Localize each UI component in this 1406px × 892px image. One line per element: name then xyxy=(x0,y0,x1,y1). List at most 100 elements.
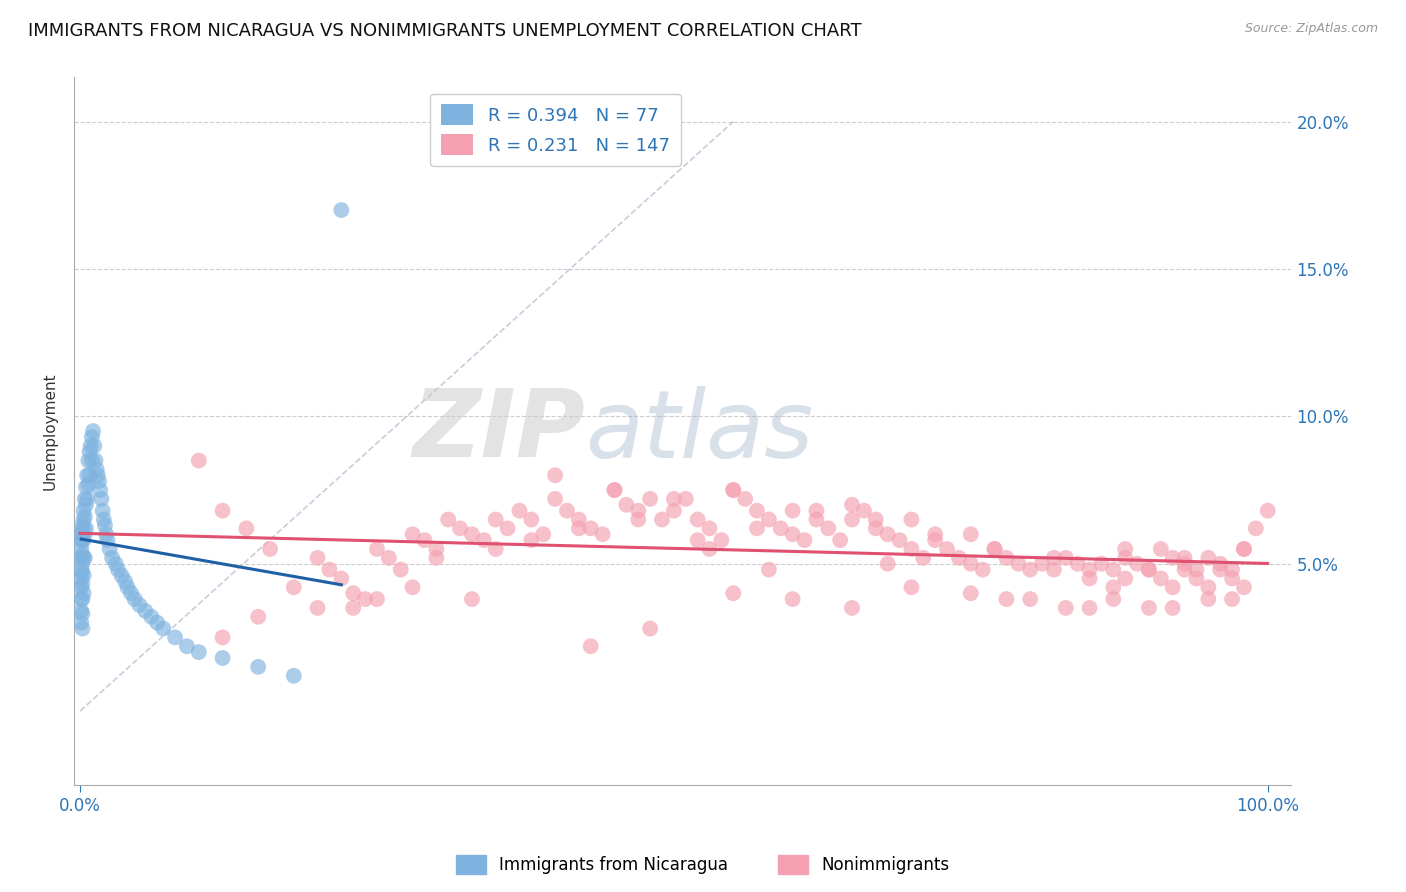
Point xyxy=(425,541,447,556)
Point xyxy=(134,604,156,618)
Point xyxy=(1220,592,1243,607)
Point xyxy=(90,491,112,506)
Point xyxy=(72,592,94,607)
Point xyxy=(101,550,124,565)
Point xyxy=(876,557,898,571)
Point xyxy=(1043,550,1066,565)
Point xyxy=(699,521,721,535)
Point xyxy=(104,557,127,571)
Point xyxy=(782,527,804,541)
Point xyxy=(769,521,792,535)
Point xyxy=(603,483,626,497)
Point xyxy=(924,527,946,541)
Point xyxy=(449,521,471,535)
Point xyxy=(70,604,93,618)
Point xyxy=(983,541,1005,556)
Point xyxy=(247,609,270,624)
Point xyxy=(283,669,305,683)
Point xyxy=(366,592,388,607)
Point xyxy=(72,524,94,539)
Point xyxy=(401,580,423,594)
Point xyxy=(73,527,96,541)
Point xyxy=(651,512,673,526)
Point xyxy=(87,468,110,483)
Point xyxy=(1150,571,1173,585)
Point xyxy=(72,566,94,580)
Point xyxy=(627,504,650,518)
Point xyxy=(508,504,530,518)
Point xyxy=(437,512,460,526)
Point xyxy=(283,580,305,594)
Point xyxy=(1078,563,1101,577)
Point xyxy=(485,512,508,526)
Point xyxy=(401,527,423,541)
Point xyxy=(72,586,94,600)
Point xyxy=(96,533,118,548)
Point xyxy=(959,557,981,571)
Point xyxy=(72,550,94,565)
Point xyxy=(187,453,209,467)
Point xyxy=(1174,563,1197,577)
Point xyxy=(592,527,614,541)
Point xyxy=(1197,550,1219,565)
Point xyxy=(745,521,768,535)
Point xyxy=(1137,601,1160,615)
Point xyxy=(758,512,780,526)
Point xyxy=(638,622,661,636)
Text: ZIP: ZIP xyxy=(412,385,585,477)
Point xyxy=(1054,550,1077,565)
Point xyxy=(948,550,970,565)
Point xyxy=(1078,601,1101,615)
Point xyxy=(389,563,412,577)
Point xyxy=(152,622,174,636)
Point xyxy=(614,498,637,512)
Point xyxy=(806,512,828,526)
Point xyxy=(1185,571,1208,585)
Point xyxy=(1043,563,1066,577)
Point xyxy=(72,512,94,526)
Point xyxy=(1197,592,1219,607)
Point xyxy=(1102,592,1125,607)
Point xyxy=(79,468,101,483)
Point xyxy=(995,550,1018,565)
Point xyxy=(307,550,329,565)
Point xyxy=(247,660,270,674)
Point xyxy=(330,202,353,217)
Point xyxy=(124,592,146,607)
Point xyxy=(579,521,602,535)
Point xyxy=(72,622,94,636)
Point xyxy=(425,550,447,565)
Point xyxy=(1126,557,1149,571)
Point xyxy=(73,550,96,565)
Point xyxy=(900,580,922,594)
Point xyxy=(1209,557,1232,571)
Point xyxy=(1114,550,1136,565)
Point xyxy=(1209,563,1232,577)
Point xyxy=(72,518,94,533)
Point xyxy=(1161,601,1184,615)
Point xyxy=(1161,550,1184,565)
Point xyxy=(662,491,685,506)
Point xyxy=(70,527,93,541)
Point xyxy=(461,527,484,541)
Point xyxy=(86,462,108,476)
Point xyxy=(972,563,994,577)
Point xyxy=(70,541,93,556)
Point xyxy=(330,571,353,585)
Point xyxy=(841,601,863,615)
Point xyxy=(995,592,1018,607)
Point xyxy=(72,568,94,582)
Point xyxy=(900,512,922,526)
Point xyxy=(675,491,697,506)
Point xyxy=(782,592,804,607)
Point xyxy=(1090,557,1112,571)
Point xyxy=(1066,557,1088,571)
Point xyxy=(1114,571,1136,585)
Point xyxy=(1114,541,1136,556)
Point xyxy=(235,521,257,535)
Point xyxy=(1220,571,1243,585)
Point xyxy=(472,533,495,548)
Point xyxy=(723,483,745,497)
Point xyxy=(146,615,169,630)
Point xyxy=(70,571,93,585)
